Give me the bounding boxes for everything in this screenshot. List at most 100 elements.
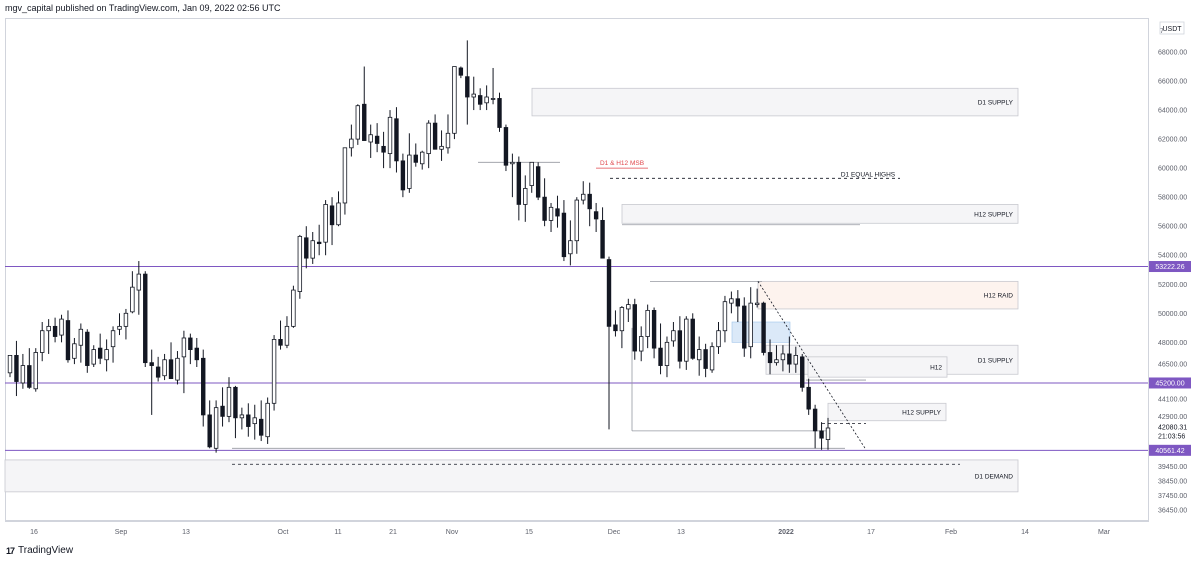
candle-body bbox=[748, 302, 753, 348]
candle-body bbox=[362, 103, 367, 141]
candle-body bbox=[593, 211, 599, 220]
candle-body bbox=[664, 341, 670, 366]
zone-label: D1 SUPPLY bbox=[978, 100, 1014, 107]
candle-body bbox=[78, 328, 84, 346]
candle-body bbox=[291, 289, 296, 327]
candle-body bbox=[110, 330, 116, 348]
candle-body bbox=[194, 347, 199, 361]
candle-body bbox=[33, 352, 38, 390]
candle-body bbox=[574, 199, 580, 242]
brand-name: TradingView bbox=[18, 545, 74, 556]
equal-highs-annotation: D1 EQUAL HIGHS bbox=[841, 171, 896, 178]
price-tick-label: 39450.00 bbox=[1158, 464, 1187, 471]
price-tick-label: 7 bbox=[1160, 28, 1164, 35]
time-tick-label: 13 bbox=[677, 529, 685, 536]
candle-body bbox=[117, 325, 122, 330]
candle-body bbox=[510, 161, 515, 165]
candle-body bbox=[310, 240, 315, 259]
candle-body bbox=[349, 138, 354, 149]
candle-body bbox=[568, 240, 573, 255]
time-axis[interactable] bbox=[5, 520, 1148, 543]
candle-body bbox=[677, 330, 683, 362]
zone-label: H12 SUPPLY bbox=[902, 410, 942, 417]
candle-body bbox=[97, 347, 103, 359]
candle-body bbox=[72, 343, 77, 359]
candle-body bbox=[774, 359, 779, 364]
candle-body bbox=[413, 154, 418, 163]
candle-body bbox=[20, 365, 26, 384]
candle-body bbox=[606, 259, 612, 327]
candle-body bbox=[271, 339, 277, 404]
candle-body bbox=[387, 116, 393, 155]
publish-attribution: mgv_capital published on TradingView.com… bbox=[5, 3, 281, 13]
candle-body bbox=[735, 298, 741, 307]
currency-label: USDT bbox=[1162, 26, 1182, 33]
candle-body bbox=[407, 154, 412, 189]
candle-body bbox=[780, 353, 786, 361]
tradingview-brand[interactable]: 17 TradingView bbox=[6, 545, 73, 556]
candle-body bbox=[265, 402, 270, 438]
candle-body bbox=[342, 147, 348, 204]
candle-body bbox=[523, 188, 528, 205]
candle-body bbox=[626, 304, 631, 310]
candle-body bbox=[304, 237, 309, 259]
candle-body bbox=[432, 122, 438, 150]
candle-body bbox=[149, 362, 154, 366]
zone-label: H12 SUPPLY bbox=[974, 211, 1014, 218]
candle-body bbox=[703, 349, 708, 369]
candle-body bbox=[729, 298, 734, 304]
candle-body bbox=[806, 386, 811, 410]
candle-body bbox=[484, 96, 489, 104]
candle-body bbox=[825, 427, 831, 440]
price-tick-label: 54000.00 bbox=[1158, 253, 1187, 260]
candle-body bbox=[684, 318, 689, 362]
candle-body bbox=[323, 204, 328, 243]
candle-body bbox=[130, 286, 135, 313]
time-tick-label: 16 bbox=[30, 529, 38, 536]
candle-body bbox=[91, 349, 96, 365]
candle-body bbox=[59, 318, 64, 336]
candle-body bbox=[220, 405, 225, 417]
candle-body bbox=[587, 193, 592, 210]
price-tick-label: 38450.00 bbox=[1158, 478, 1187, 485]
candle-body bbox=[226, 386, 232, 417]
candle-body bbox=[420, 151, 425, 165]
candle-body bbox=[561, 212, 567, 258]
price-tag-badge bbox=[1149, 377, 1191, 389]
zone-raid bbox=[757, 280, 1019, 310]
zone-demand bbox=[4, 459, 1019, 493]
candle-body bbox=[452, 66, 457, 134]
candle-body bbox=[136, 273, 142, 291]
candle-body bbox=[787, 353, 792, 365]
candle-body bbox=[439, 145, 444, 150]
candle-body bbox=[162, 359, 167, 377]
candle-body bbox=[213, 407, 219, 449]
candle-body bbox=[329, 205, 335, 226]
time-tick-label: Feb bbox=[945, 529, 957, 536]
candle-body bbox=[27, 365, 32, 388]
countdown-label: 21:03:56 bbox=[1158, 433, 1185, 440]
price-axis[interactable] bbox=[1148, 18, 1200, 521]
zone-label: H12 bbox=[930, 365, 942, 372]
price-tick-label: 46500.00 bbox=[1158, 362, 1187, 369]
candle-body bbox=[374, 135, 380, 144]
candle-body bbox=[252, 417, 257, 425]
time-tick-label: 21 bbox=[389, 529, 397, 536]
zone-supply bbox=[531, 87, 1019, 117]
candle-body bbox=[246, 414, 251, 427]
candle-body bbox=[658, 347, 663, 366]
candle-body bbox=[600, 219, 605, 259]
candle-body bbox=[175, 357, 180, 381]
candle-body bbox=[284, 325, 290, 346]
candle-body bbox=[767, 352, 773, 364]
time-tick-label: 2022 bbox=[778, 529, 794, 536]
chart-pane[interactable] bbox=[5, 18, 1149, 522]
candle-body bbox=[535, 166, 541, 198]
candle-body bbox=[394, 118, 399, 162]
candle-body bbox=[639, 336, 644, 352]
candle-body bbox=[7, 354, 13, 374]
candle-body bbox=[793, 354, 798, 365]
candle-body bbox=[471, 93, 476, 98]
candle-body bbox=[761, 302, 766, 353]
zone-label: D1 DEMAND bbox=[975, 473, 1014, 480]
